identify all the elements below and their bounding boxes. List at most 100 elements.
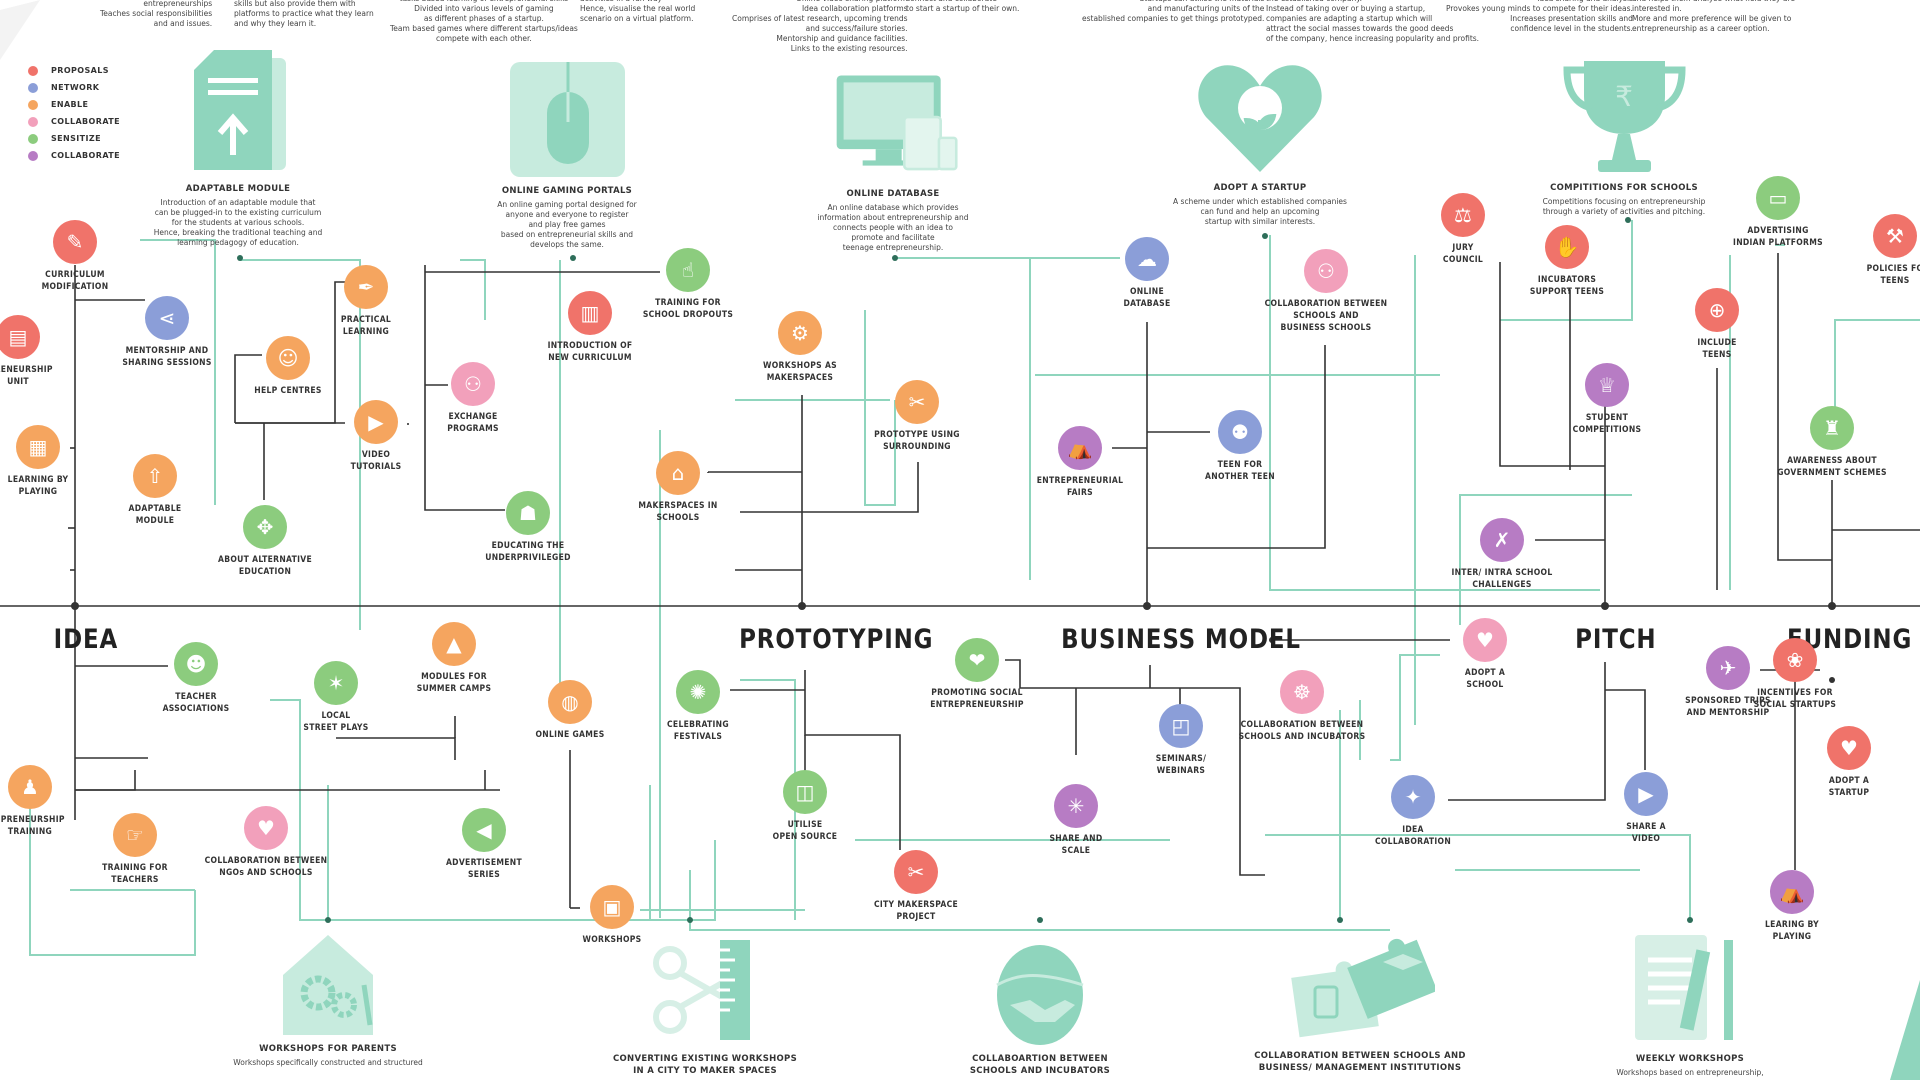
node-label: HELP CENTRES (254, 386, 322, 396)
big-item-online-gaming-portals: ONLINE GAMING PORTALS An online gaming p… (447, 62, 687, 250)
big-item-desc: Competitions focusing on entrepreneurshi… (1542, 197, 1706, 216)
heart-plant-icon (1195, 62, 1325, 174)
gavel-icon: ⚒ (1873, 214, 1917, 258)
legend-dot (28, 65, 38, 76)
big-item-desc: Introduction of an adaptable module that… (153, 198, 323, 247)
big-item-title: ADOPT A STARTUP (1213, 183, 1307, 193)
big-item-title: WORKSHOPS FOR PARENTS (259, 1044, 397, 1054)
big-item-title: CONVERTING EXISTING WORKSHOPS IN A CITY … (612, 1054, 798, 1076)
open-book-icon: ◫ (783, 770, 827, 814)
node-learing-by-playing: ⛺ LEARING BY PLAYING (1712, 870, 1872, 943)
document-upload-icon (178, 50, 298, 175)
legend-label: NETWORK (51, 83, 100, 92)
node-label: TRAINING FOR SCHOOL DROPOUTS (642, 298, 734, 320)
top-description: the established company. Instead of taki… (1266, 0, 1480, 43)
node-label: SHARE A VIDEO (1626, 822, 1666, 844)
node-label: LOCAL STREET PLAYS (303, 711, 369, 733)
big-item-collaboration-incubators: COLLABOARTION BETWEEN SCHOOLS AND INCUBA… (920, 930, 1160, 1077)
scales-icon: ⚖ (1441, 193, 1485, 237)
node-curriculum-modification: ✎ CURRICULUM MODIFICATION (0, 220, 155, 293)
node-label: PRACTICAL LEARNING (340, 315, 392, 337)
node-prototype-using-surrounding: ✂ PROTOTYPE USING SURROUNDING (837, 380, 997, 453)
legend-label: COLLABORATE (51, 151, 121, 160)
legend-item: NETWORK (28, 79, 120, 96)
node-epreneurship-training: ♟ EPRENEURSHIP TRAINING (0, 765, 110, 838)
book-icon: ▤ (0, 315, 40, 359)
puzzle-icon (1285, 932, 1435, 1042)
big-item-collaboration-business-institutions: COLLABORATION BETWEEN SCHOOLS AND BUSINE… (1240, 932, 1480, 1074)
legend-item: SENSITIZE (28, 130, 120, 147)
node-help-centres: ☺ HELP CENTRES (208, 336, 368, 397)
node-label: MAKERSPACES IN SCHOOLS (638, 501, 718, 523)
node-label: SHARE AND SCALE (1049, 834, 1103, 856)
node-share-a-video: ▶ SHARE A VIDEO (1566, 772, 1726, 845)
dancers-icon: ✶ (314, 661, 358, 705)
mouse-icon (507, 62, 627, 177)
node-seminars-webinars: ◰ SEMINARS/ WEBINARS (1101, 704, 1261, 777)
big-item-desc: An online gaming portal designed for any… (497, 200, 637, 249)
clipboard-pencil-icon (1630, 930, 1750, 1045)
scissors-icon: ✂ (894, 850, 938, 894)
node-collaboration-between-schools-and-business-schools: ⚇ COLLABORATION BETWEEN SCHOOLS AND BUSIN… (1246, 249, 1406, 334)
node-label: WORKSHOPS (582, 935, 642, 945)
big-item-converting-workshops: CONVERTING EXISTING WORKSHOPS IN A CITY … (585, 935, 825, 1077)
node-label: EDUCATING THE UNDERPRIVILEGED (485, 541, 571, 563)
top-description: connect and collaborate to start a start… (906, 0, 1020, 13)
gears-icon: ⚙ (778, 311, 822, 355)
mouse-icon: ◍ (548, 680, 592, 724)
top-description: activities in a fun way Hence, visualise… (580, 0, 696, 23)
pencil-icon: ✎ (53, 220, 97, 264)
legend-dot (28, 116, 38, 127)
stall-icon: ⛺ (1770, 870, 1814, 914)
node-label: PROMOTING SOCIAL ENTREPRENEURSHIP (930, 688, 1024, 710)
node-label: TRAINING FOR TEACHERS (102, 863, 168, 885)
node-city-makerspace-project: ✂ CITY MAKERSPACE PROJECT (836, 850, 996, 923)
node-label: EPRENEURSHIP UNIT (0, 365, 53, 387)
node-introduction-of-new-curriculum: ▥ INTRODUCTION OF NEW CURRICULUM (510, 291, 670, 364)
legend-dot (28, 99, 38, 110)
node-jury-council: ⚖ JURY COUNCIL (1383, 193, 1543, 266)
pen-icon: ✒ (344, 265, 388, 309)
node-label: AWARENESS ABOUT GOVERNMENT SCHEMES (1777, 456, 1887, 478)
legend-label: ENABLE (51, 100, 89, 109)
node-label: IDEA COLLABORATION (1374, 825, 1452, 847)
legend-item: ENABLE (28, 96, 120, 113)
legend-dot (28, 150, 38, 161)
node-advertising-indian-platforms: ▭ ADVERTISING INDIAN PLATFORMS (1698, 176, 1858, 249)
big-item-desc: An online database which provides inform… (817, 203, 969, 252)
node-label: PROTOTYPE USING SURROUNDING (874, 430, 960, 452)
node-label: COLLABORATION BETWEEN SCHOOLS AND BUSINE… (1264, 299, 1388, 333)
big-item-desc: Workshops based on entrepreneurship, (1616, 1068, 1764, 1077)
big-item-title: COLLABORATION BETWEEN SCHOOLS AND BUSINE… (1254, 1051, 1466, 1073)
node-label: ENTREPRENEURIAL FAIRS (1036, 476, 1124, 498)
festival-icon: ✺ (676, 670, 720, 714)
helping-icon: ☸ (1280, 670, 1324, 714)
tools-icon: ✂ (895, 380, 939, 424)
hands-icon: ✋ (1545, 225, 1589, 269)
node-label: STUDENT COMPETITIONS (1572, 413, 1642, 435)
node-label: ADVERTISING INDIAN PLATFORMS (1733, 226, 1823, 248)
node-awareness-about-government-schemes: ♜ AWARENESS ABOUT GOVERNMENT SCHEMES (1752, 406, 1912, 479)
node-training-for-teachers: ☞ TRAINING FOR TEACHERS (55, 813, 215, 886)
node-teen-for-another-teen: ⚉ TEEN FOR ANOTHER TEEN (1160, 410, 1320, 483)
node-label: CURRICULUM MODIFICATION (41, 270, 109, 292)
legend-dot (28, 133, 38, 144)
node-label: INTRODUCTION OF NEW CURRICULUM (547, 341, 633, 363)
node-makerspaces-in-schools: ⌂ MAKERSPACES IN SCHOOLS (598, 451, 758, 524)
big-item-adaptable-module: ADAPTABLE MODULE Introduction of an adap… (118, 50, 358, 248)
node-label: SPONSORED TRIPS AND MENTORSHIP (1685, 696, 1771, 718)
node-label: ADAPTABLE MODULE (128, 504, 182, 526)
legend-item: COLLABORATE (28, 113, 120, 130)
node-label: INTER/ INTRA SCHOOL CHALLENGES (1451, 568, 1553, 590)
video-share-icon: ▶ (1624, 772, 1668, 816)
node-label: ADVERTISEMENT SERIES (445, 858, 523, 880)
node-label: MODULES FOR SUMMER CAMPS (416, 672, 492, 694)
node-label: CELEBRATING FESTIVALS (667, 720, 729, 742)
node-online-database: ☁ ONLINE DATABASE (1067, 237, 1227, 310)
node-workshops-as-makerspaces: ⚙ WORKSHOPS AS MAKERSPACES (720, 311, 880, 384)
node-label: ONLINE DATABASE (1123, 287, 1171, 309)
big-item-desc: A scheme under which established compani… (1173, 197, 1347, 226)
node-workshops: ▣ WORKSHOPS (532, 885, 692, 946)
node-local-street-plays: ✶ LOCAL STREET PLAYS (256, 661, 416, 734)
node-label: INCLUDE TEENS (1697, 338, 1737, 360)
